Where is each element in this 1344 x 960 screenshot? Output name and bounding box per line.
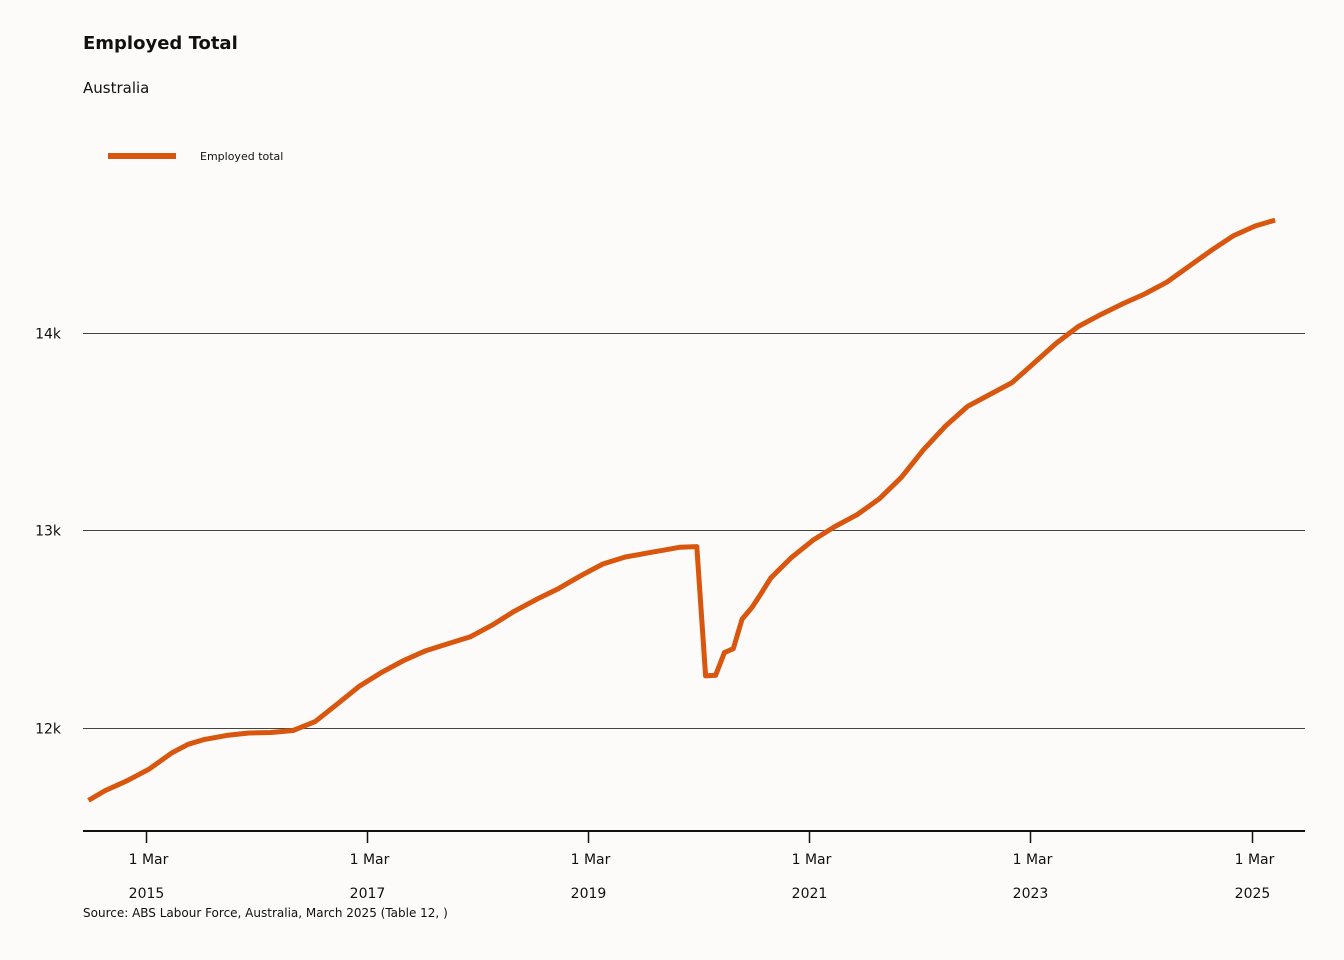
- legend: Employed total: [108, 150, 283, 163]
- chart-title: Employed Total: [83, 33, 238, 54]
- series-line-0: [87, 217, 1276, 803]
- y-axis-labels: 12k 13k 14k: [35, 327, 62, 738]
- x-tick-label-day: 1 Mar: [350, 852, 390, 868]
- grid-lines: [83, 333, 1305, 729]
- y-tick-label: 14k: [35, 327, 62, 343]
- x-tick-label-day: 1 Mar: [1013, 852, 1053, 868]
- source-note: Source: ABS Labour Force, Australia, Mar…: [83, 906, 448, 920]
- x-tick-label-year: 2023: [1013, 886, 1049, 902]
- series-layer: [87, 217, 1276, 803]
- x-tick-label-year: 2015: [129, 886, 165, 902]
- x-tick-label-year: 2019: [571, 886, 607, 902]
- x-tick-label-year: 2021: [792, 886, 828, 902]
- chart-subtitle: Australia: [83, 79, 150, 97]
- x-tick-label-day: 1 Mar: [129, 852, 169, 868]
- x-tick-label-day: 1 Mar: [1235, 852, 1275, 868]
- x-tick-label-day: 1 Mar: [571, 852, 611, 868]
- x-tick-label-day: 1 Mar: [792, 852, 832, 868]
- x-tick-label-year: 2017: [350, 886, 386, 902]
- y-tick-label: 12k: [35, 722, 62, 738]
- x-tick-label-year: 2025: [1235, 886, 1271, 902]
- x-axis: 1 Mar 2015 1 Mar 2017 1 Mar 2019 1 Mar 2021 1 Ma…: [83, 830, 1305, 902]
- y-tick-label: 13k: [35, 524, 62, 540]
- legend-label: Employed total: [200, 150, 283, 163]
